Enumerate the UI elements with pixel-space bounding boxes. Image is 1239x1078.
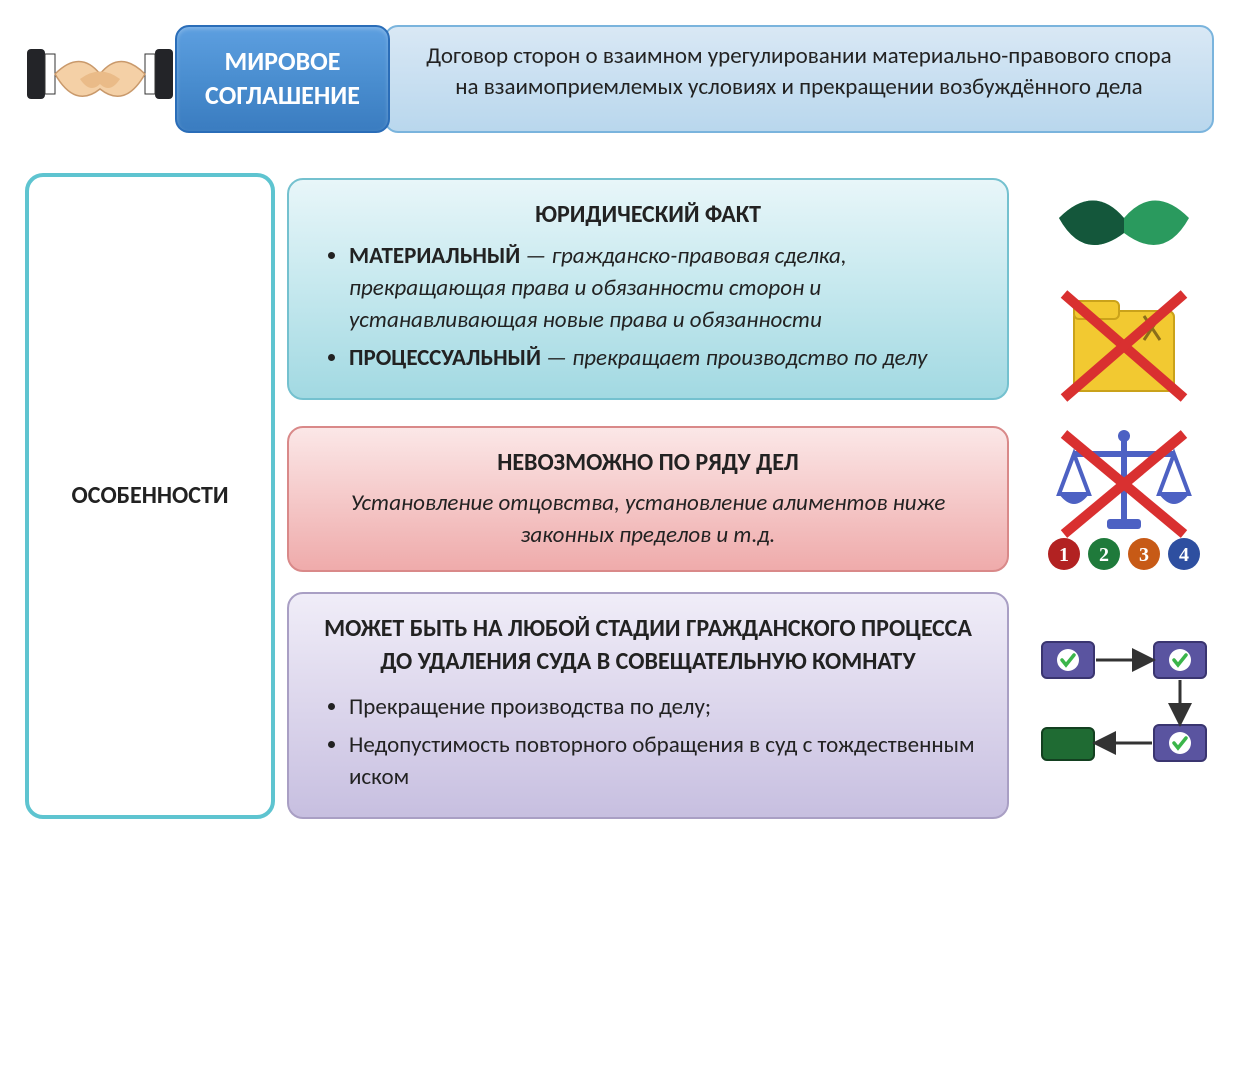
card2-body: Установление отцовства, установление али… — [321, 487, 975, 551]
card-row-2: НЕВОЗМОЖНО ПО РЯДУ ДЕЛ Установление отцо… — [287, 424, 1214, 574]
card1-bullet-2: ПРОЦЕССУАЛЬНЫЙ — прекращает производство… — [349, 342, 975, 374]
folder-crossed-icon — [1049, 276, 1199, 406]
scales-crossed-icon: 1 2 3 4 — [1039, 424, 1209, 574]
handshake-header-icon — [25, 25, 175, 133]
svg-text:1: 1 — [1059, 544, 1069, 566]
card1-b1-lead: МАТЕРИАЛЬНЫЙ — [349, 242, 520, 270]
card2-icons: 1 2 3 4 — [1034, 424, 1214, 574]
handshake-green-icon — [1049, 173, 1199, 268]
card-legal-fact: ЮРИДИЧЕСКИЙ ФАКТ МАТЕРИАЛЬНЫЙ — гражданс… — [287, 178, 1009, 400]
svg-text:3: 3 — [1139, 544, 1149, 566]
main-grid: ОСОБЕННОСТИ ЮРИДИЧЕСКИЙ ФАКТ МАТЕРИАЛЬНЫ… — [25, 173, 1214, 820]
card3-bullet-2: Недопустимость повторного обращения в су… — [349, 729, 975, 793]
card1-icons — [1034, 173, 1214, 406]
card-any-stage: МОЖЕТ БЫТЬ НА ЛЮБОЙ СТАДИИ ГРАЖДАНСКОГО … — [287, 592, 1009, 820]
card-row-1: ЮРИДИЧЕСКИЙ ФАКТ МАТЕРИАЛЬНЫЙ — гражданс… — [287, 173, 1214, 406]
title-line1: МИРОВОЕ — [224, 45, 340, 77]
card1-title: ЮРИДИЧЕСКИЙ ФАКТ — [321, 198, 975, 232]
process-flow-icon — [1034, 630, 1214, 780]
card1-b2-lead: ПРОЦЕССУАЛЬНЫЙ — [349, 344, 541, 372]
features-sidebar: ОСОБЕННОСТИ — [25, 173, 275, 820]
card1-bullet-1: МАТЕРИАЛЬНЫЙ — гражданско-правовая сделк… — [349, 240, 975, 337]
svg-text:4: 4 — [1179, 544, 1189, 566]
header-row: МИРОВОЕ СОГЛАШЕНИЕ Договор сторон о взаи… — [25, 25, 1214, 133]
card-impossible: НЕВОЗМОЖНО ПО РЯДУ ДЕЛ Установление отцо… — [287, 426, 1009, 572]
title-badge: МИРОВОЕ СОГЛАШЕНИЕ — [175, 25, 390, 133]
card3-title: МОЖЕТ БЫТЬ НА ЛЮБОЙ СТАДИИ ГРАЖДАНСКОГО … — [321, 612, 975, 679]
card1-b2-rest: — прекращает производство по делу — [541, 344, 927, 372]
cards-column: ЮРИДИЧЕСКИЙ ФАКТ МАТЕРИАЛЬНЫЙ — гражданс… — [287, 173, 1214, 820]
card3-bullet-1: Прекращение производства по делу; — [349, 691, 975, 723]
card2-title: НЕВОЗМОЖНО ПО РЯДУ ДЕЛ — [321, 446, 975, 480]
definition-box: Договор сторон о взаимном урегулировании… — [384, 25, 1214, 133]
title-line2: СОГЛАШЕНИЕ — [205, 79, 360, 111]
card3-icons — [1034, 630, 1214, 780]
svg-text:2: 2 — [1099, 544, 1109, 566]
card-row-3: МОЖЕТ БЫТЬ НА ЛЮБОЙ СТАДИИ ГРАЖДАНСКОГО … — [287, 592, 1214, 820]
